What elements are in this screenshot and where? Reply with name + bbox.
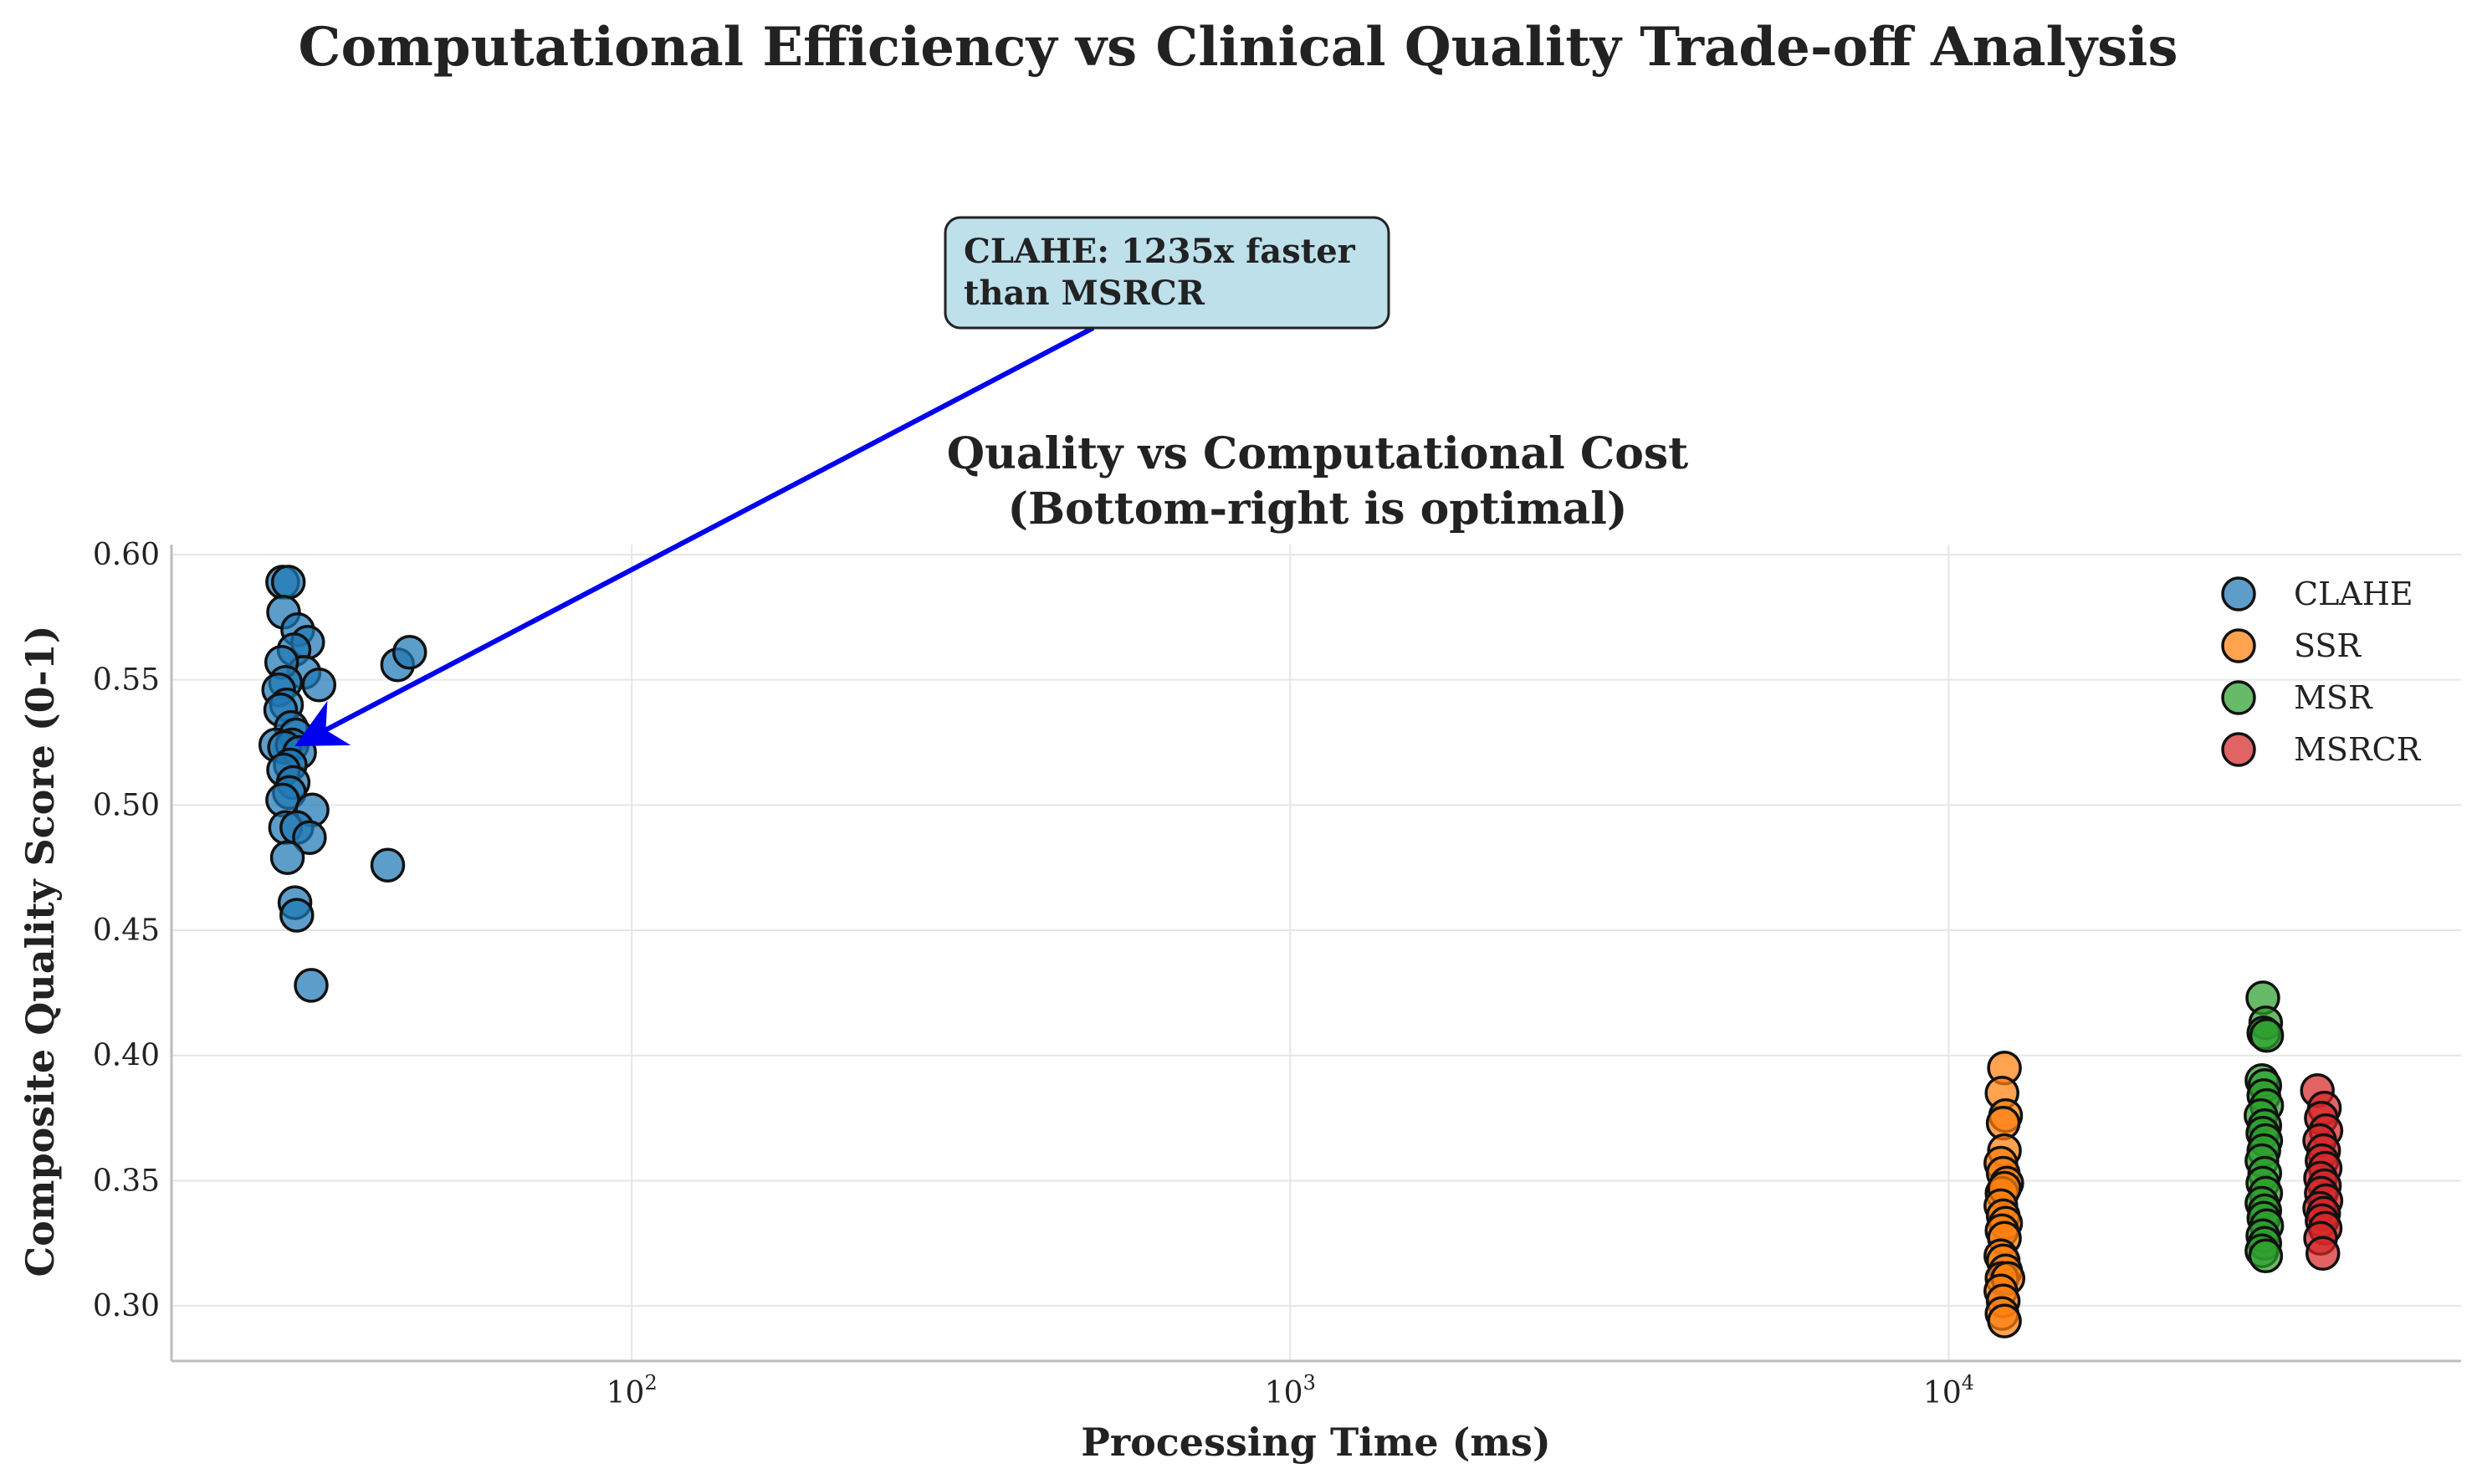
y-tick-label: 0.30 xyxy=(93,1289,160,1323)
y-tick-label: 0.35 xyxy=(93,1164,160,1198)
y-tick-label: 0.50 xyxy=(93,788,160,822)
x-tick-labels: 102 103 104 xyxy=(606,1371,1974,1410)
series-clahe xyxy=(258,565,427,1003)
series-ssr xyxy=(1983,1050,2026,1338)
annotation-arrow xyxy=(294,325,1095,747)
clahe-point xyxy=(270,565,306,600)
legend-label-clahe: CLAHE xyxy=(2294,576,2413,612)
msr-point xyxy=(2248,1238,2284,1274)
clahe-point xyxy=(292,820,327,856)
chart-title-line1: Quality vs Computational Cost xyxy=(947,428,1688,479)
clahe-point xyxy=(370,847,406,883)
clahe-point xyxy=(392,634,427,670)
legend-marker-ssr xyxy=(2221,628,2256,663)
clahe-point xyxy=(294,968,329,1003)
msr-point xyxy=(2249,1018,2285,1053)
series-msrcr xyxy=(2300,1072,2344,1272)
annotation-line1: CLAHE: 1235x faster xyxy=(964,232,1356,271)
legend-marker-msr xyxy=(2221,680,2256,715)
chart-suptitle: Computational Efficiency vs Clinical Qua… xyxy=(299,16,2178,79)
y-tick-label: 0.45 xyxy=(93,913,160,948)
ssr-point xyxy=(1987,1303,2022,1338)
clahe-point xyxy=(279,898,315,933)
annotation-line2: than MSRCR xyxy=(964,274,1205,313)
axis-spines xyxy=(170,545,2461,1363)
y-axis-label: Composite Quality Score (0-1) xyxy=(18,625,63,1277)
x-axis-label: Processing Time (ms) xyxy=(1081,1420,1550,1465)
scatter-points xyxy=(258,565,2344,1338)
y-tick-label: 0.55 xyxy=(93,663,160,698)
legend-marker-msrcr xyxy=(2221,732,2256,767)
annotation: CLAHE: 1235x faster than MSRCR xyxy=(294,216,1390,747)
annotation-box xyxy=(944,216,1390,330)
chart-title-line2: (Bottom-right is optimal) xyxy=(1007,484,1627,535)
chart-legend: CLAHE SSR MSR MSRCR xyxy=(2221,576,2422,768)
clahe-point xyxy=(301,667,337,703)
legend-marker-clahe xyxy=(2221,576,2256,612)
grid-lines xyxy=(171,545,2461,1361)
x-tick-label: 104 xyxy=(1923,1371,1974,1410)
msrcr-point xyxy=(2305,1236,2341,1272)
legend-label-ssr: SSR xyxy=(2294,627,2362,664)
x-tick-label: 103 xyxy=(1265,1371,1316,1410)
x-tick-label: 102 xyxy=(606,1371,658,1410)
series-msr xyxy=(2244,980,2285,1274)
y-tick-label: 0.40 xyxy=(93,1039,160,1073)
y-tick-label: 0.60 xyxy=(93,538,160,572)
clahe-point xyxy=(269,840,305,875)
legend-label-msr: MSR xyxy=(2294,679,2373,716)
legend-label-msrcr: MSRCR xyxy=(2294,731,2422,768)
y-tick-labels: 0.30 0.35 0.40 0.45 0.50 0.55 0.60 xyxy=(93,538,160,1323)
